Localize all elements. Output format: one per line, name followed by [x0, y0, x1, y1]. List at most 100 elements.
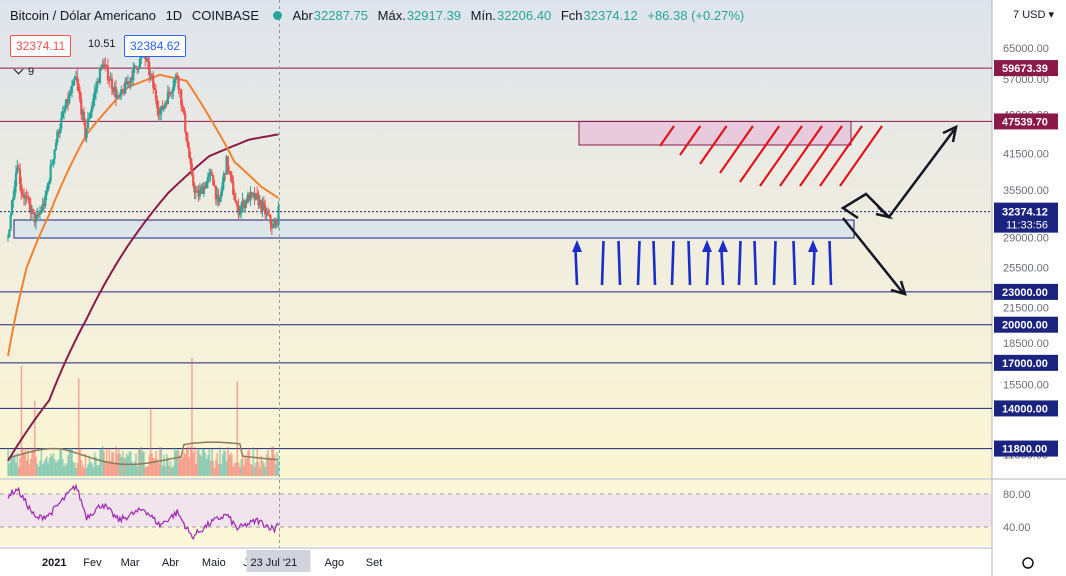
volume-bar — [117, 447, 120, 476]
candle-body — [94, 88, 98, 92]
volume-bar — [56, 460, 59, 476]
candle-body — [216, 194, 219, 200]
interval-label[interactable]: 1D — [165, 8, 183, 23]
volume-bar — [21, 447, 24, 476]
x-tick-label: Mar — [121, 557, 140, 569]
volume-bar — [160, 447, 163, 476]
volume-bar — [257, 461, 260, 476]
candle-body — [84, 120, 87, 138]
support-arrow — [670, 240, 675, 286]
candle-body — [241, 200, 244, 206]
candle-body — [204, 185, 207, 189]
candle-body — [269, 215, 272, 224]
sell-button[interactable]: 32374.11 — [10, 35, 72, 57]
level-label-box — [994, 60, 1058, 77]
volume-bar — [269, 459, 272, 476]
candle-body — [245, 200, 248, 203]
candle-body — [113, 87, 116, 93]
candle-body — [158, 113, 162, 115]
candle-body — [224, 173, 227, 175]
volume-bar — [164, 466, 167, 476]
volume-bar — [232, 467, 235, 476]
candle-body — [77, 83, 80, 92]
level-label-box — [994, 440, 1058, 457]
volume-bar — [61, 459, 64, 476]
candle-body — [169, 92, 172, 94]
candle-body — [252, 193, 255, 195]
volume-bar — [59, 448, 61, 476]
arrow-head-icon — [702, 240, 712, 252]
volume-bar — [188, 457, 191, 476]
candle-body — [126, 81, 130, 85]
buy-button[interactable]: 32384.62 — [124, 35, 187, 57]
volume-bar — [211, 448, 213, 476]
symbol-name[interactable]: Bitcoin / Dólar Americano — [10, 8, 156, 23]
candle-body — [22, 194, 26, 199]
volume-bar — [155, 450, 157, 476]
volume-bar — [80, 459, 83, 476]
volume-bar — [17, 466, 20, 476]
candle-body — [110, 78, 114, 89]
volume-bar — [73, 462, 76, 476]
volume-bar — [15, 462, 17, 476]
volume-bar — [197, 447, 200, 476]
candle-body — [264, 205, 267, 215]
candle-body — [81, 111, 84, 115]
volume-bar — [213, 467, 216, 476]
volume-bar — [253, 466, 256, 476]
volume-bar — [75, 467, 77, 476]
volume-bar — [239, 466, 241, 476]
candle-body — [238, 210, 241, 215]
volume-bar — [112, 452, 115, 476]
volume-bar — [263, 463, 265, 476]
candle-body — [248, 194, 251, 201]
candle-body — [130, 77, 134, 81]
low-label: Mín. — [470, 8, 496, 23]
candle-body — [54, 142, 58, 150]
candle-body — [182, 107, 185, 114]
candle-body — [178, 88, 181, 90]
candle-body — [257, 194, 260, 206]
volume-bar — [63, 466, 65, 476]
volume-bar — [185, 448, 188, 476]
candle-body — [164, 102, 167, 106]
candle-body — [112, 88, 115, 93]
scale-settings[interactable]: 7 USD ▾ — [1013, 9, 1054, 21]
volume-bar — [93, 452, 96, 476]
volume-bar — [43, 461, 45, 476]
volume-bar — [245, 458, 248, 476]
candle-body — [66, 98, 70, 103]
volume-bar — [28, 464, 31, 476]
volume-bar — [92, 466, 95, 476]
candle-body — [56, 131, 59, 143]
ma-long-line — [7, 133, 279, 462]
volume-bar — [67, 454, 69, 476]
hatch-line — [699, 125, 728, 165]
candle-body — [190, 163, 193, 176]
candle-body — [33, 211, 36, 223]
volume-bar — [225, 460, 228, 476]
candle-body — [132, 67, 135, 81]
volume-bar — [88, 455, 91, 476]
volume-bar — [83, 467, 85, 476]
candle-body — [53, 149, 56, 160]
volume-bar — [107, 462, 109, 476]
volume-bar — [24, 447, 27, 476]
volume-bar — [219, 447, 221, 476]
low-value: 32206.40 — [496, 8, 552, 23]
volume-bar — [53, 459, 56, 476]
candle-body — [254, 193, 257, 200]
hatch-line — [799, 125, 843, 187]
volume-bar — [153, 458, 156, 476]
spread-value: 10.51 — [88, 38, 116, 50]
candle-body — [64, 107, 67, 112]
volume-bar — [209, 460, 212, 476]
candle-body — [217, 194, 220, 202]
indicators-toggle[interactable]: 9 — [13, 64, 34, 78]
candle-body — [160, 106, 163, 114]
volume-bar — [165, 453, 168, 476]
candle-body — [273, 224, 276, 228]
support-arrow — [574, 249, 579, 286]
candle-body — [250, 192, 253, 194]
